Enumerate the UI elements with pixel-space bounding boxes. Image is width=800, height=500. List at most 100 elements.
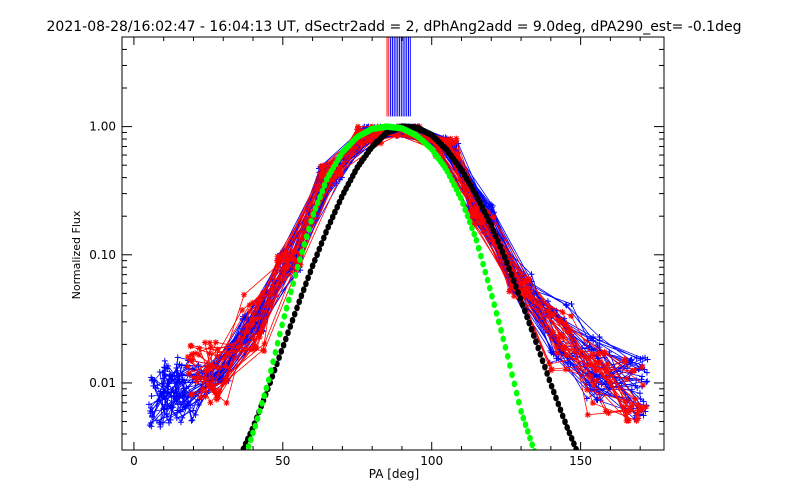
plus-marker (176, 361, 183, 368)
star-marker (292, 248, 299, 255)
star-marker (317, 163, 324, 170)
green-fit-dot (518, 408, 524, 415)
green-fit-dot (259, 400, 265, 407)
plus-marker (164, 362, 171, 369)
star-marker (354, 126, 361, 133)
plus-marker (166, 419, 173, 426)
plus-marker (644, 378, 651, 385)
plus-marker (548, 349, 555, 356)
plus-marker (148, 423, 155, 430)
plus-marker (156, 368, 163, 375)
green-fit-dot (277, 330, 283, 338)
green-fit-dot (292, 272, 299, 279)
star-marker (246, 301, 253, 308)
green-fit-dot (319, 187, 326, 195)
star-marker (621, 356, 628, 363)
green-fit-dot (473, 236, 480, 244)
plus-marker (157, 423, 164, 430)
green-fit-dot (482, 268, 489, 276)
plus-marker (644, 356, 651, 363)
red-profile-line (190, 126, 629, 421)
star-marker (284, 256, 291, 263)
black-fit-dot (318, 240, 325, 247)
black-fit-dot (519, 301, 526, 308)
star-marker (195, 351, 202, 358)
chart-title: 2021-08-28/16:02:47 - 16:04:13 UT, dSect… (47, 19, 742, 35)
star-marker (214, 352, 221, 359)
plus-marker (161, 357, 168, 364)
green-fit-dot (299, 248, 306, 256)
green-fit-dot (245, 443, 252, 450)
green-fit-dot (529, 441, 535, 449)
green-fit-dot (487, 284, 493, 292)
green-fit-dot (460, 200, 466, 208)
blue-profile-line (162, 134, 634, 424)
star-marker (214, 390, 221, 397)
plus-marker (161, 364, 168, 371)
star-marker (554, 349, 561, 356)
star-marker (196, 345, 203, 352)
star-marker (559, 345, 566, 352)
star-marker (587, 373, 594, 380)
y-tick-label: 0.01 (89, 376, 116, 390)
star-marker (431, 139, 438, 146)
plus-marker (488, 201, 495, 208)
plus-marker (173, 388, 180, 395)
plus-marker (179, 414, 186, 421)
star-marker (322, 162, 329, 169)
star-marker (247, 308, 254, 315)
green-fit-dot (480, 260, 486, 268)
green-fit-dot (525, 428, 531, 435)
green-fit-dot (466, 218, 473, 226)
black-fit-dot (557, 406, 564, 414)
y-tick-label: 1.00 (89, 120, 116, 134)
star-marker (207, 399, 214, 406)
star-marker (595, 350, 602, 357)
plus-marker (173, 414, 180, 421)
black-fit-dot (517, 295, 524, 302)
black-fit-dot (287, 323, 294, 330)
star-marker (255, 297, 262, 304)
black-fit-dot (526, 319, 532, 327)
black-fit-dot (510, 277, 517, 284)
black-fit-dot (535, 344, 541, 352)
star-marker (643, 403, 650, 410)
star-marker (261, 340, 268, 347)
star-marker (626, 408, 633, 415)
star-marker (208, 384, 215, 391)
plus-marker (636, 390, 643, 397)
green-fit-dot (290, 280, 297, 287)
black-fit-dot (522, 307, 528, 315)
star-marker (480, 215, 487, 222)
black-fit-dot (490, 227, 497, 235)
green-fit-dot (245, 449, 247, 450)
plus-marker (150, 382, 157, 389)
star-marker (633, 417, 640, 424)
plot-area: 0 50 100 150 0.01 0.10 1.00 (89, 36, 665, 468)
star-marker (470, 213, 477, 220)
star-marker (338, 171, 345, 178)
black-fit-dot (278, 348, 285, 355)
star-marker (602, 408, 609, 415)
green-fit-dot (288, 288, 294, 296)
green-fit-dot (279, 321, 285, 329)
black-fit-dot (303, 280, 309, 288)
star-marker (506, 288, 513, 295)
star-marker (469, 219, 476, 226)
star-marker (638, 404, 645, 411)
plus-marker (568, 301, 575, 308)
star-marker (472, 220, 479, 227)
black-fit-dot (533, 338, 539, 346)
star-marker (249, 321, 256, 328)
red-profile-line (191, 132, 625, 408)
star-marker (273, 257, 280, 264)
blue-profile-line (166, 129, 632, 415)
star-marker (393, 132, 400, 139)
black-fit-dot (305, 274, 311, 282)
star-marker (567, 327, 574, 334)
green-fit-dot (310, 210, 317, 218)
plus-marker (626, 358, 633, 365)
black-fit-dot (298, 292, 305, 300)
star-marker (548, 366, 555, 373)
green-fit-dot (493, 309, 500, 317)
